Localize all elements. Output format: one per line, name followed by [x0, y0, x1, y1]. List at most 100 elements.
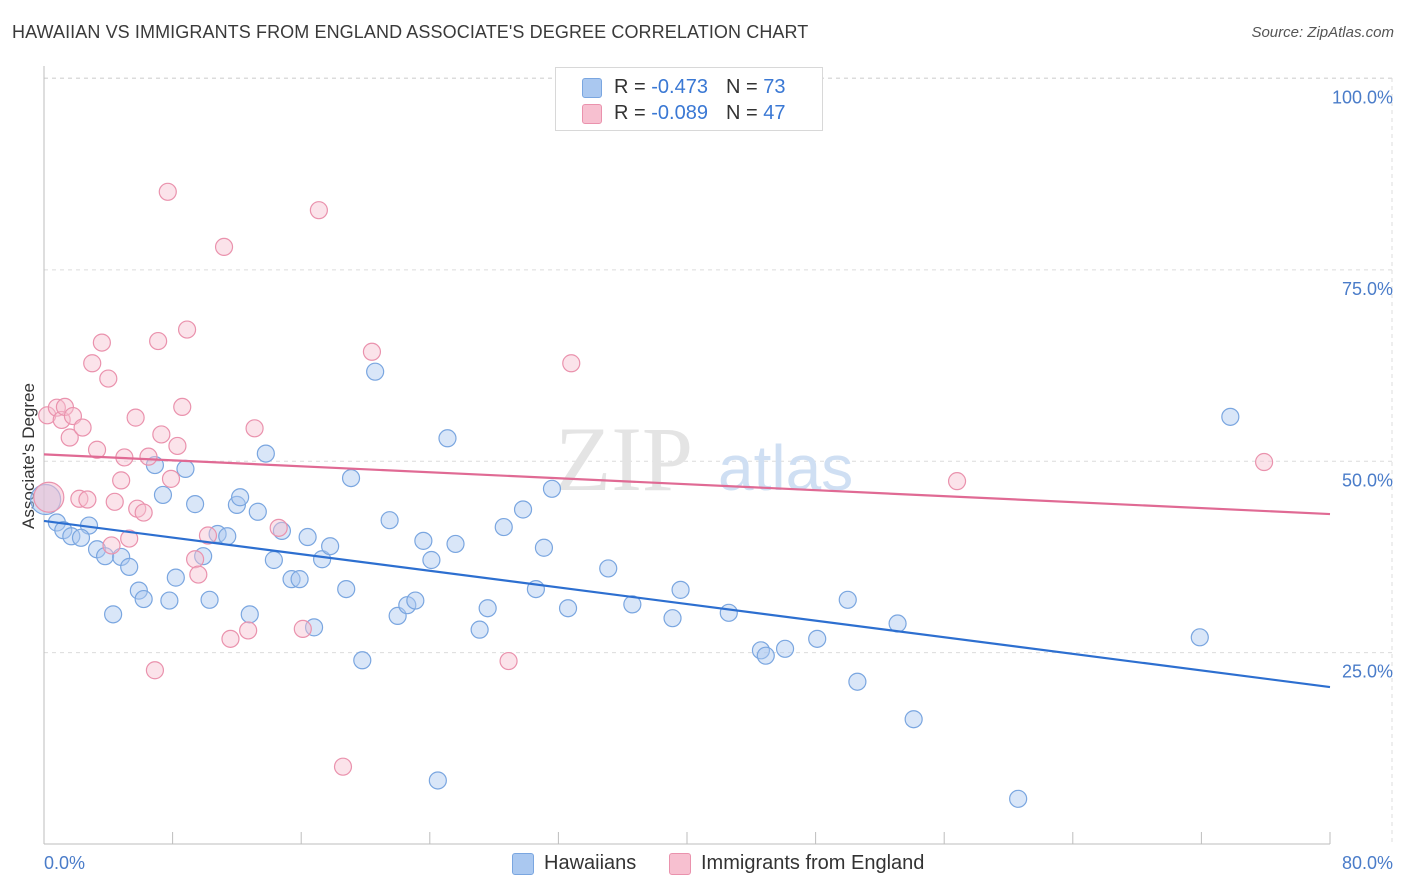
trend-line-0	[43, 519, 1331, 689]
watermark: ZIP atlas	[555, 408, 853, 510]
point-0-49	[470, 620, 489, 639]
data-points	[30, 182, 1274, 808]
point-1-42	[499, 651, 518, 671]
point-0-50	[478, 599, 497, 618]
series-0	[30, 362, 1240, 808]
legend-stats-hawaiians: R = -0.473 N = 73	[614, 76, 786, 98]
point-0-39	[366, 362, 385, 381]
point-0-64	[775, 639, 795, 658]
point-0-26	[248, 502, 267, 521]
point-1-4	[60, 428, 79, 447]
point-0-5	[71, 528, 91, 547]
point-1-33	[214, 237, 234, 257]
point-1-27	[168, 436, 187, 456]
point-1-40	[333, 757, 353, 776]
point-0-22	[218, 527, 237, 546]
point-0-16	[166, 568, 185, 587]
y-tick-label-2: 75.0%	[1342, 279, 1393, 299]
point-1-41	[362, 342, 382, 361]
point-0-56	[558, 599, 578, 618]
point-0-24	[231, 488, 250, 507]
point-1-8	[78, 490, 97, 509]
point-0-7	[95, 547, 115, 566]
point-0-48	[446, 534, 465, 554]
point-0-60	[671, 580, 690, 599]
legend-label: Hawaiians	[544, 852, 637, 874]
point-0-12	[134, 589, 153, 609]
point-1-15	[112, 471, 131, 490]
point-1-36	[245, 419, 264, 438]
point-0-46	[428, 771, 447, 790]
point-0-40	[380, 511, 399, 530]
point-0-25	[240, 605, 259, 624]
point-1-7	[73, 418, 92, 437]
legend-label: Immigrants from England	[701, 852, 925, 874]
point-1-37	[269, 518, 288, 537]
point-1-26	[161, 469, 181, 488]
point-1-35	[239, 621, 258, 640]
x-tick-labels: 0.0% 80.0%	[44, 853, 1393, 873]
point-0-55	[542, 479, 562, 498]
point-0-62	[751, 641, 771, 660]
point-1-31	[189, 565, 208, 584]
point-1-14	[105, 492, 124, 511]
point-0-35	[321, 537, 340, 556]
trend-line-1	[43, 453, 1331, 516]
point-0-44	[414, 531, 433, 550]
point-1-21	[139, 447, 158, 466]
point-0-65	[808, 629, 827, 648]
series-legend: Hawaiians Immigrants from England	[0, 851, 1406, 879]
point-0-51	[494, 517, 513, 537]
legend-stats-england: R = -0.089 N = 47	[614, 102, 786, 124]
point-1-43	[562, 354, 581, 373]
point-1-25	[158, 182, 177, 201]
point-0-20	[200, 590, 219, 609]
point-0-43	[406, 591, 425, 610]
point-0-57	[599, 559, 618, 578]
y-tick-labels: 25.0% 50.0% 75.0% 100.0%	[1332, 88, 1393, 682]
point-0-17	[176, 459, 195, 479]
point-0-61	[719, 603, 738, 622]
point-0-8	[104, 605, 123, 624]
point-0-28	[264, 550, 283, 570]
point-1-46	[33, 481, 65, 513]
y-tick-label-1: 50.0%	[1342, 470, 1393, 490]
point-0-72	[1221, 407, 1240, 426]
point-0-32	[298, 527, 317, 547]
point-0-36	[337, 579, 356, 599]
source-credit: Source: ZipAtlas.com	[1251, 24, 1394, 41]
point-1-12	[99, 369, 118, 388]
legend-swatch	[512, 853, 534, 875]
point-0-66	[838, 590, 857, 609]
trend-lines	[43, 453, 1331, 689]
point-1-17	[120, 529, 139, 548]
point-1-24	[152, 425, 171, 444]
point-0-18	[186, 495, 205, 514]
y-tick-label-3: 100.0%	[1332, 88, 1393, 108]
point-0-15	[160, 591, 179, 610]
y-tick-label-0: 25.0%	[1342, 662, 1393, 682]
point-1-39	[309, 201, 328, 220]
x-tick-label-0: 0.0%	[44, 853, 85, 873]
point-0-69	[904, 710, 923, 729]
point-0-70	[1009, 789, 1028, 808]
point-1-28	[173, 397, 192, 416]
point-1-34	[221, 629, 240, 648]
point-0-59	[663, 609, 682, 628]
point-1-38	[293, 619, 312, 638]
point-0-34	[312, 550, 332, 569]
point-1-30	[186, 550, 205, 569]
correlation-legend: R = -0.473 N = 73 R = -0.089 N = 47	[555, 67, 823, 131]
legend-swatch-england	[582, 104, 602, 124]
point-0-52	[513, 500, 533, 519]
legend-swatch-hawaiians	[582, 78, 602, 98]
point-0-37	[341, 468, 361, 488]
point-1-11	[92, 333, 111, 352]
point-0-29	[272, 521, 292, 541]
series-1	[33, 182, 1274, 776]
point-1-13	[102, 536, 121, 555]
point-0-10	[120, 557, 139, 576]
point-0-14	[153, 485, 173, 505]
watermark-zip: ZIP	[555, 408, 693, 510]
